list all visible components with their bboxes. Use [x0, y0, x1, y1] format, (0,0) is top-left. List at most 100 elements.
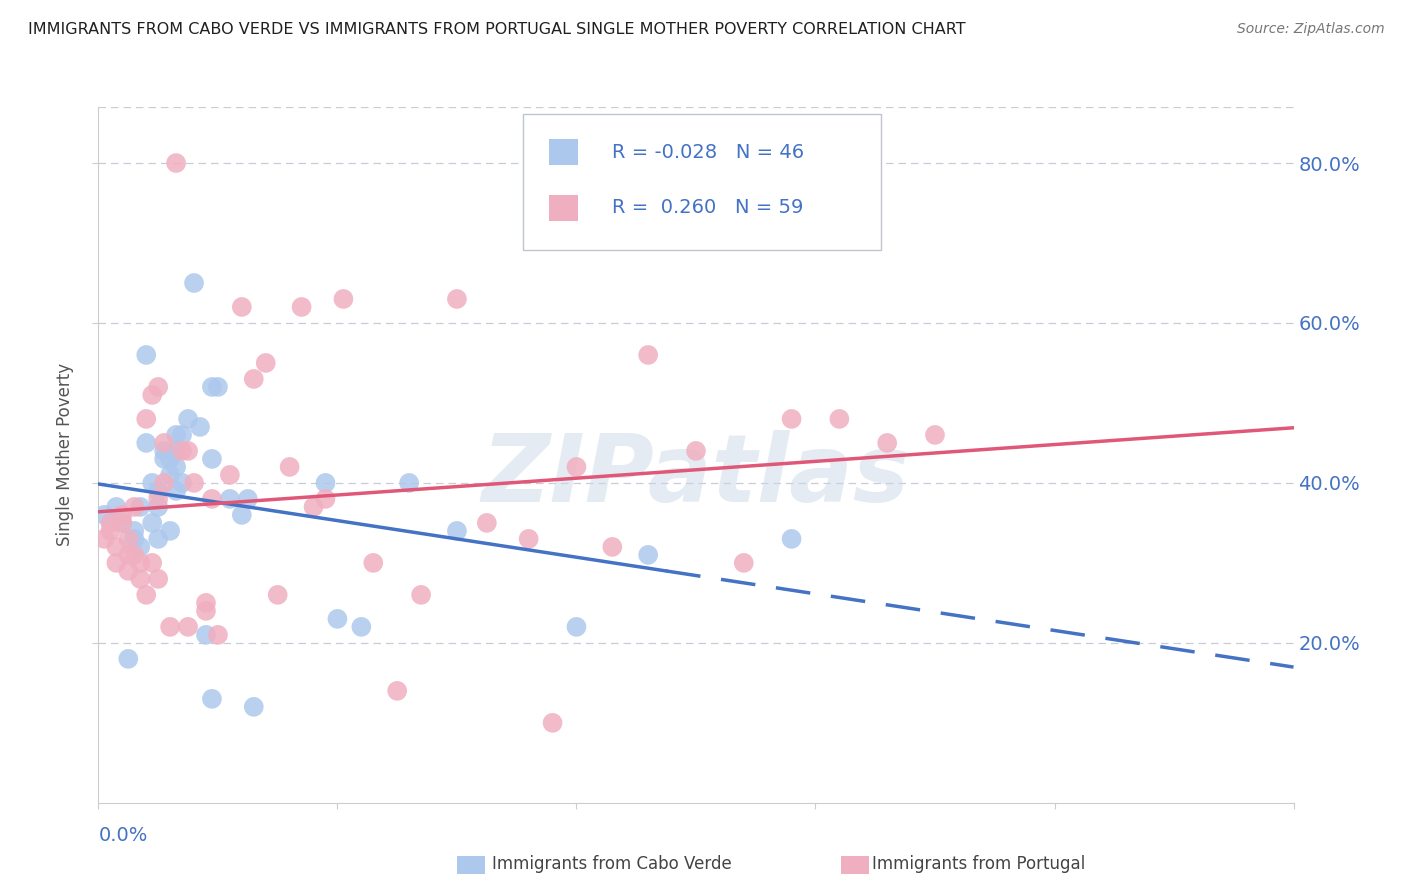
Point	[93, 508, 115, 522]
Point	[159, 451, 181, 466]
Point	[541, 715, 564, 730]
Point	[475, 516, 498, 530]
Point	[148, 380, 170, 394]
Point	[446, 292, 468, 306]
Point	[111, 516, 134, 530]
Point	[363, 556, 385, 570]
Point	[129, 540, 152, 554]
Text: Immigrants from Cabo Verde: Immigrants from Cabo Verde	[492, 855, 733, 873]
Text: ZIPatlas: ZIPatlas	[482, 430, 910, 522]
Point	[129, 500, 152, 514]
Point	[565, 620, 588, 634]
Point	[291, 300, 314, 314]
Point	[117, 548, 139, 562]
Point	[129, 572, 152, 586]
Y-axis label: Single Mother Poverty: Single Mother Poverty	[56, 363, 75, 547]
Point	[141, 556, 163, 570]
Point	[159, 524, 181, 538]
Point	[188, 420, 211, 434]
Point	[105, 556, 128, 570]
Point	[129, 556, 152, 570]
Point	[924, 428, 946, 442]
Point	[165, 156, 187, 170]
Point	[302, 500, 325, 514]
Point	[231, 508, 253, 522]
Text: IMMIGRANTS FROM CABO VERDE VS IMMIGRANTS FROM PORTUGAL SINGLE MOTHER POVERTY COR: IMMIGRANTS FROM CABO VERDE VS IMMIGRANTS…	[28, 22, 966, 37]
Point	[148, 483, 170, 498]
Point	[332, 292, 354, 306]
Point	[165, 459, 187, 474]
Point	[135, 588, 157, 602]
Point	[172, 428, 194, 442]
Point	[195, 604, 218, 618]
Point	[111, 516, 134, 530]
Point	[231, 300, 253, 314]
Point	[135, 436, 157, 450]
Point	[93, 532, 115, 546]
FancyBboxPatch shape	[548, 139, 578, 166]
Point	[177, 620, 200, 634]
Point	[195, 628, 218, 642]
Point	[685, 444, 707, 458]
Point	[177, 412, 200, 426]
Point	[876, 436, 898, 450]
Point	[254, 356, 277, 370]
Point	[733, 556, 755, 570]
Point	[153, 451, 176, 466]
Point	[411, 588, 433, 602]
Point	[517, 532, 540, 546]
Point	[398, 475, 420, 490]
FancyBboxPatch shape	[548, 194, 578, 221]
Point	[195, 596, 218, 610]
Point	[165, 483, 187, 498]
Point	[602, 540, 624, 554]
Point	[153, 475, 176, 490]
Point	[177, 444, 200, 458]
Point	[117, 564, 139, 578]
Point	[124, 548, 146, 562]
Text: Source: ZipAtlas.com: Source: ZipAtlas.com	[1237, 22, 1385, 37]
Text: R = -0.028   N = 46: R = -0.028 N = 46	[613, 143, 804, 161]
Point	[135, 348, 157, 362]
FancyBboxPatch shape	[523, 114, 882, 250]
Text: 0.0%: 0.0%	[98, 826, 148, 845]
Point	[111, 508, 134, 522]
Point	[201, 491, 224, 506]
Point	[148, 491, 170, 506]
Point	[780, 412, 803, 426]
Point	[105, 500, 128, 514]
Point	[236, 491, 259, 506]
Point	[141, 475, 163, 490]
Point	[165, 428, 187, 442]
Point	[828, 412, 851, 426]
Point	[637, 348, 659, 362]
Point	[148, 572, 170, 586]
Point	[315, 491, 337, 506]
Point	[278, 459, 301, 474]
Point	[141, 388, 163, 402]
Point	[207, 628, 229, 642]
Point	[117, 532, 139, 546]
Point	[315, 475, 337, 490]
Point	[172, 444, 194, 458]
Point	[350, 620, 373, 634]
Point	[141, 516, 163, 530]
Point	[159, 620, 181, 634]
Point	[219, 467, 242, 482]
Point	[183, 276, 205, 290]
Point	[153, 436, 176, 450]
Point	[201, 451, 224, 466]
Point	[565, 459, 588, 474]
Point	[183, 475, 205, 490]
Point	[267, 588, 290, 602]
Point	[780, 532, 803, 546]
Point	[243, 699, 266, 714]
Point	[172, 475, 194, 490]
Text: R =  0.260   N = 59: R = 0.260 N = 59	[613, 198, 804, 218]
Text: Immigrants from Portugal: Immigrants from Portugal	[872, 855, 1085, 873]
Point	[201, 691, 224, 706]
Point	[446, 524, 468, 538]
Point	[385, 683, 409, 698]
Point	[124, 500, 146, 514]
Point	[100, 516, 122, 530]
